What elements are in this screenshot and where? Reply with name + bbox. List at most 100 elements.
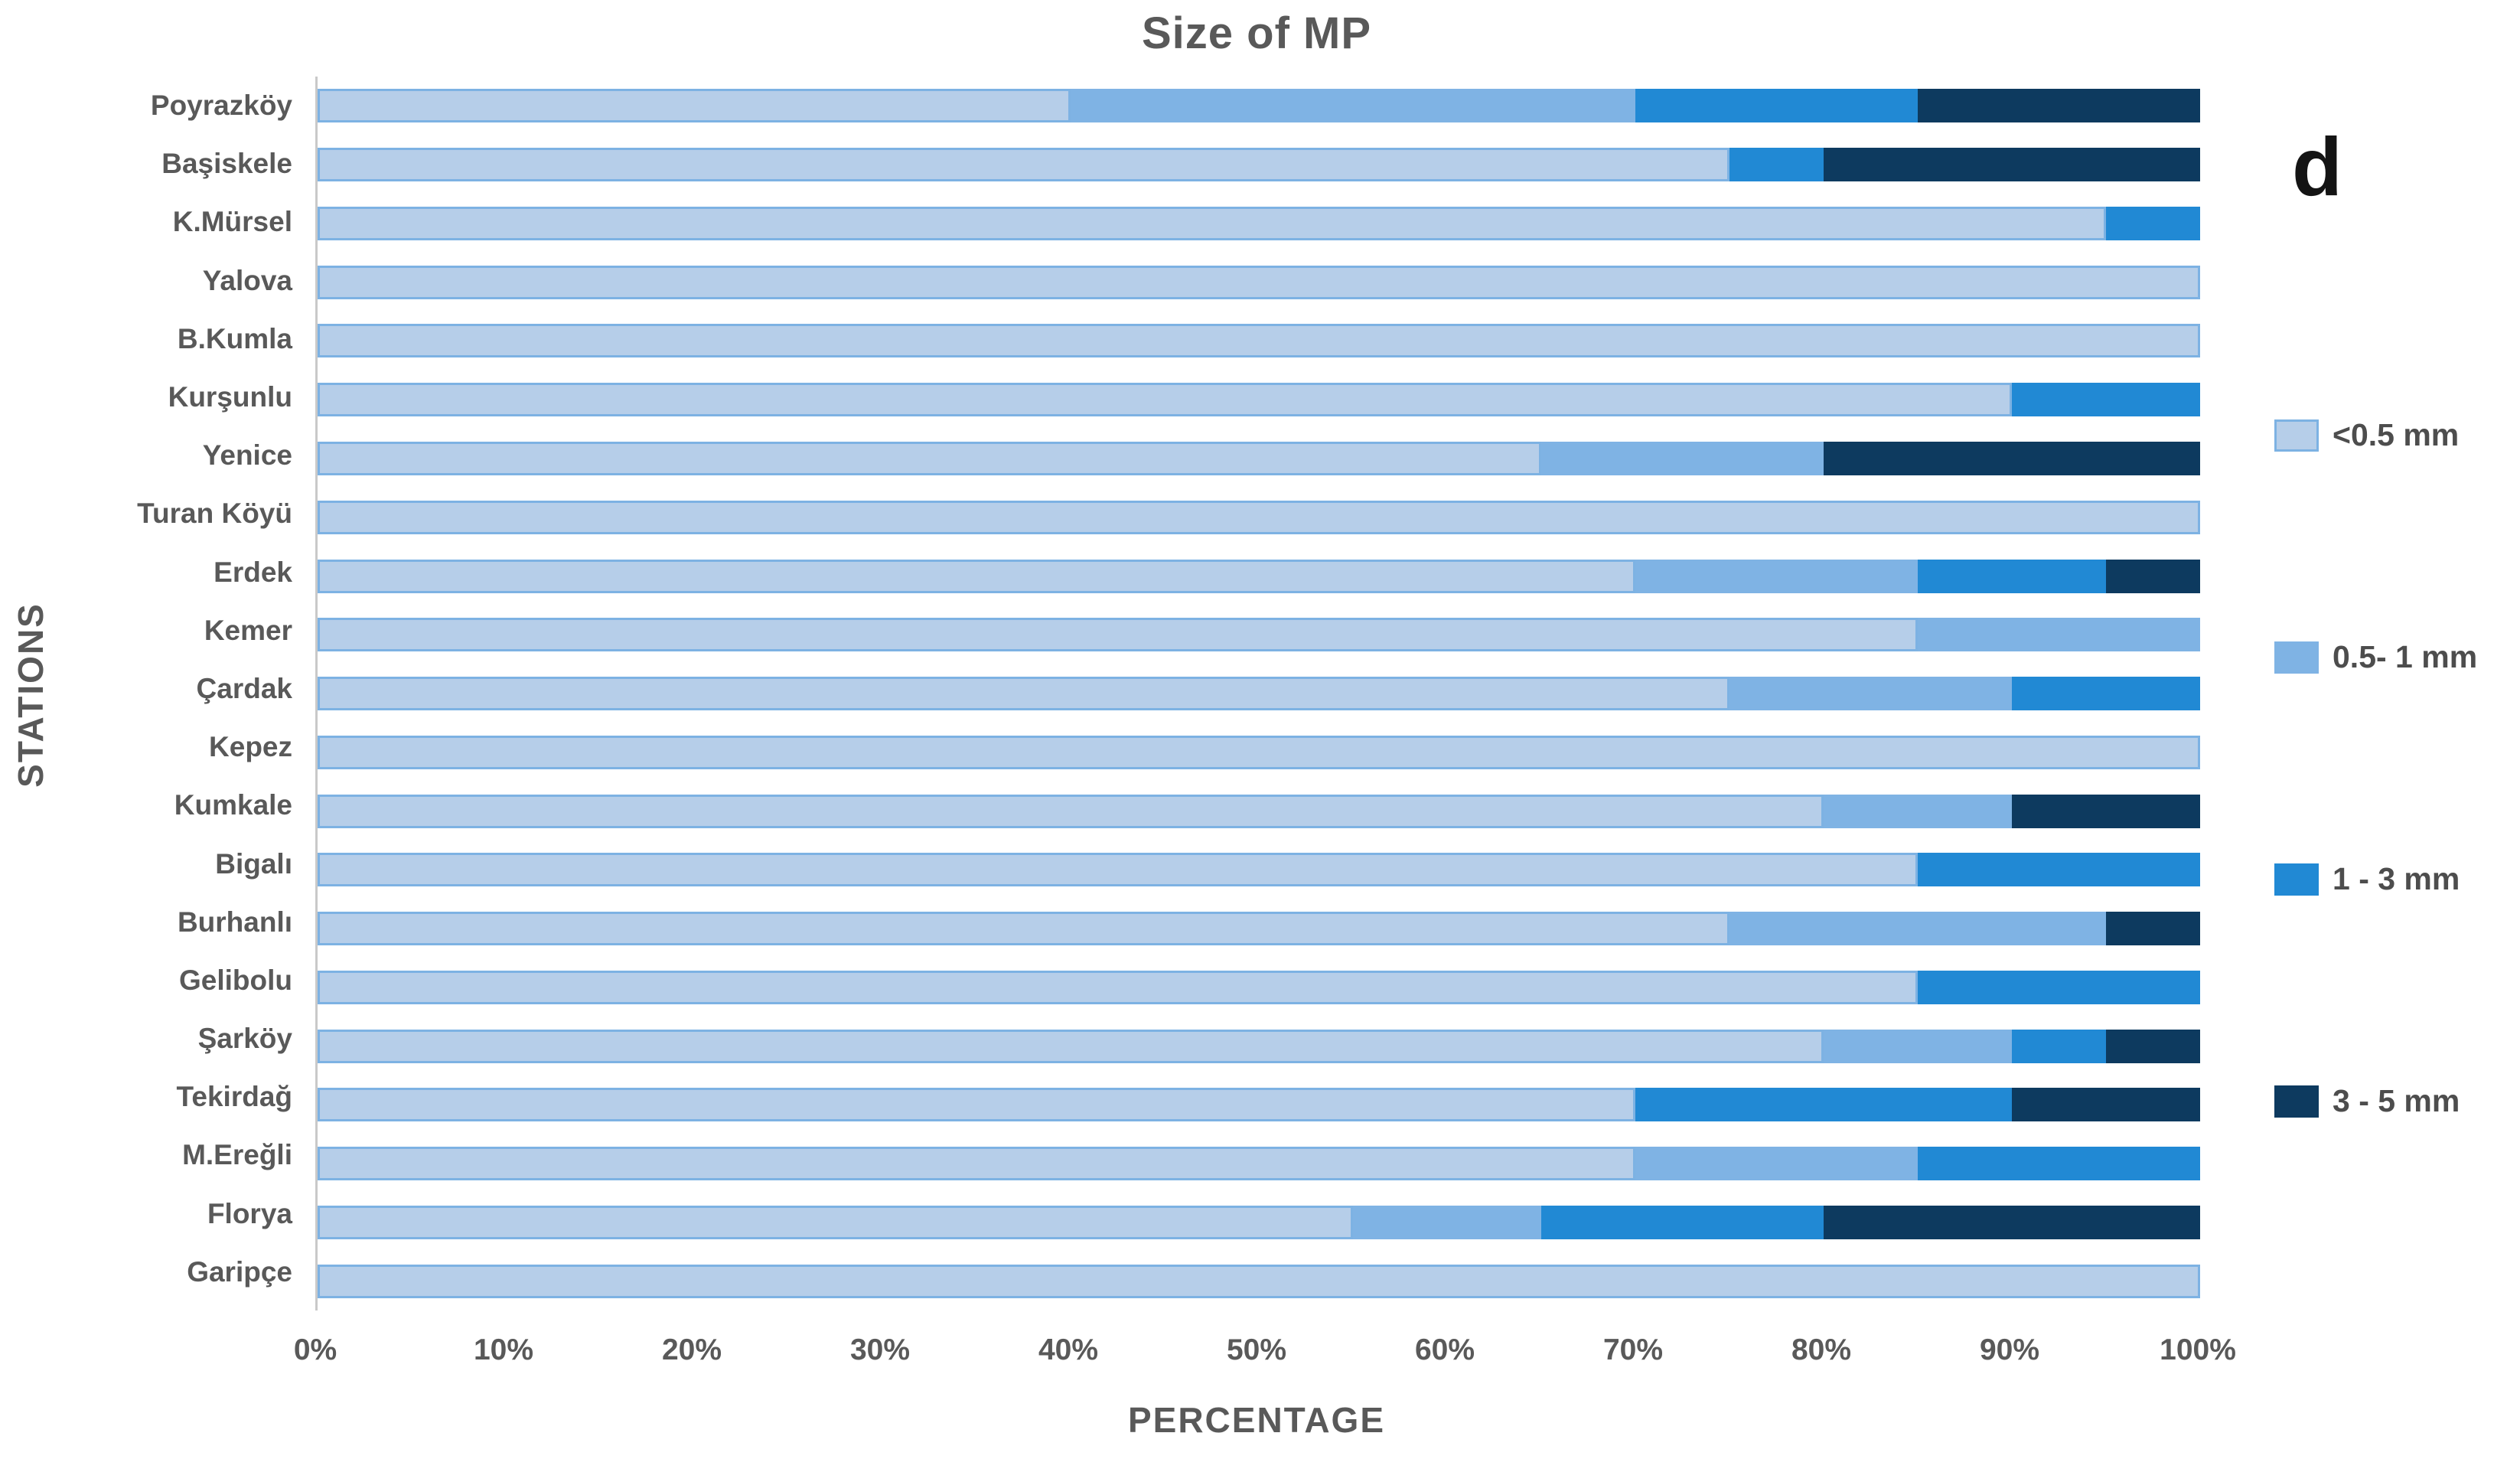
bar-row: [318, 312, 2200, 370]
x-tick-label: 50%: [1226, 1333, 1287, 1366]
bar-segment-series1: [318, 853, 1918, 887]
plot-area: [315, 77, 2200, 1310]
station-label: Başiskele: [161, 148, 292, 180]
station-label: Kurşunlu: [168, 381, 292, 413]
bar-segment-series3: [2012, 1029, 2106, 1063]
bar-segment-series4: [1824, 441, 2200, 475]
bar-row: [318, 723, 2200, 782]
x-tick-label: 30%: [849, 1333, 911, 1366]
bar-segment-series4: [1824, 1205, 2200, 1239]
x-tick-label: 60%: [1414, 1333, 1475, 1366]
bar-segment-series4: [1824, 148, 2200, 182]
bar-segment-series1: [318, 1264, 2200, 1298]
stacked-bar: [318, 559, 2200, 593]
station-label: K.Mürsel: [172, 206, 292, 238]
stacked-bar: [318, 853, 2200, 887]
bar-row: [318, 958, 2200, 1017]
bar-segment-series1: [318, 148, 1729, 182]
bar-segment-series3: [1541, 1205, 1824, 1239]
stacked-bar: [318, 1205, 2200, 1239]
station-label: Gelibolu: [179, 964, 292, 996]
legend-swatch-icon: [2274, 863, 2319, 896]
bar-segment-series4: [2012, 1088, 2200, 1122]
station-label: Erdek: [214, 556, 292, 588]
bar-segment-series1: [318, 912, 1729, 946]
x-tick-label: 100%: [2160, 1333, 2236, 1366]
legend-swatch-icon: [2274, 1085, 2319, 1118]
bar-segment-series4: [2106, 912, 2200, 946]
legend: <0.5 mm 0.5- 1 mm 1 - 3 mm 3 - 5 mm: [2274, 417, 2477, 1119]
bar-segment-series2: [1824, 1029, 2012, 1063]
station-label: Şarköy: [197, 1023, 292, 1055]
stacked-bar: [318, 1147, 2200, 1181]
bar-segment-series1: [318, 89, 1071, 123]
bar-segment-series2: [1353, 1205, 1541, 1239]
x-tick-label: 20%: [661, 1333, 722, 1366]
station-label: Çardak: [196, 672, 292, 704]
stacked-bar: [318, 89, 2200, 123]
bar-row: [318, 1193, 2200, 1252]
bar-segment-series2: [1918, 618, 2200, 652]
bar-row: [318, 253, 2200, 312]
x-tick-label: 0%: [293, 1333, 337, 1366]
bar-segment-series1: [318, 1088, 1635, 1122]
bar-segment-series1: [318, 441, 1541, 475]
bar-segment-series3: [1918, 853, 2200, 887]
bar-row: [318, 1017, 2200, 1075]
bar-segment-series1: [318, 500, 2200, 534]
stacked-bar: [318, 735, 2200, 769]
station-label: Kepez: [209, 731, 292, 763]
bar-segment-series1: [318, 1147, 1635, 1181]
stacked-bar: [318, 970, 2200, 1004]
bar-segment-series2: [1824, 794, 2012, 828]
station-label: Kumkale: [174, 789, 292, 821]
bar-segment-series1: [318, 206, 2106, 240]
bar-segment-series1: [318, 1205, 1353, 1239]
bar-segment-series1: [318, 677, 1729, 711]
bar-segment-series1: [318, 265, 2200, 299]
station-label: B.Kumla: [177, 322, 292, 354]
bar-row: [318, 664, 2200, 723]
bar-segment-series2: [1541, 441, 1824, 475]
x-axis-title: PERCENTAGE: [1127, 1400, 1386, 1440]
bar-segment-series2: [1729, 912, 2106, 946]
station-label: Tekirdağ: [176, 1081, 292, 1113]
bar-row: [318, 1134, 2200, 1193]
x-tick-label: 10%: [473, 1333, 534, 1366]
bar-row: [318, 194, 2200, 253]
legend-label: 1 - 3 mm: [2333, 861, 2460, 896]
bar-segment-series1: [318, 970, 1918, 1004]
stacked-bar: [318, 618, 2200, 652]
station-label: M.Ereğli: [182, 1139, 292, 1171]
station-label: Yenice: [202, 439, 292, 472]
stacked-bar: [318, 324, 2200, 358]
bar-row: [318, 370, 2200, 429]
station-label: Poyrazköy: [150, 90, 292, 122]
bar-segment-series2: [1729, 677, 2012, 711]
x-tick-label: 40%: [1038, 1333, 1099, 1366]
legend-swatch-icon: [2274, 419, 2319, 452]
bar-row: [318, 782, 2200, 840]
stacked-bar: [318, 148, 2200, 182]
bar-row: [318, 135, 2200, 194]
station-label: Kemer: [204, 614, 292, 646]
chart-title: Size of MP: [1141, 8, 1372, 58]
legend-label: <0.5 mm: [2333, 417, 2460, 452]
bar-segment-series1: [318, 1029, 1824, 1063]
bar-segment-series1: [318, 794, 1824, 828]
bar-segment-series3: [2012, 383, 2200, 417]
y-axis-labels: Poyrazköy Başiskele K.Mürsel Yalova B.Kumla K…: [0, 77, 305, 1301]
stacked-bar: [318, 383, 2200, 417]
bar-segment-series4: [1918, 89, 2200, 123]
stacked-bar: [318, 1264, 2200, 1298]
bar-segment-series3: [1729, 148, 1824, 182]
panel-label: d: [2292, 120, 2342, 213]
bar-segment-series1: [318, 559, 1635, 593]
stacked-bar: [318, 265, 2200, 299]
bar-row: [318, 547, 2200, 605]
bar-segment-series2: [1071, 89, 1635, 123]
bar-segment-series3: [2106, 206, 2200, 240]
legend-label: 0.5- 1 mm: [2333, 639, 2478, 674]
bar-segment-series3: [1918, 970, 2200, 1004]
bar-segment-series1: [318, 324, 2200, 358]
